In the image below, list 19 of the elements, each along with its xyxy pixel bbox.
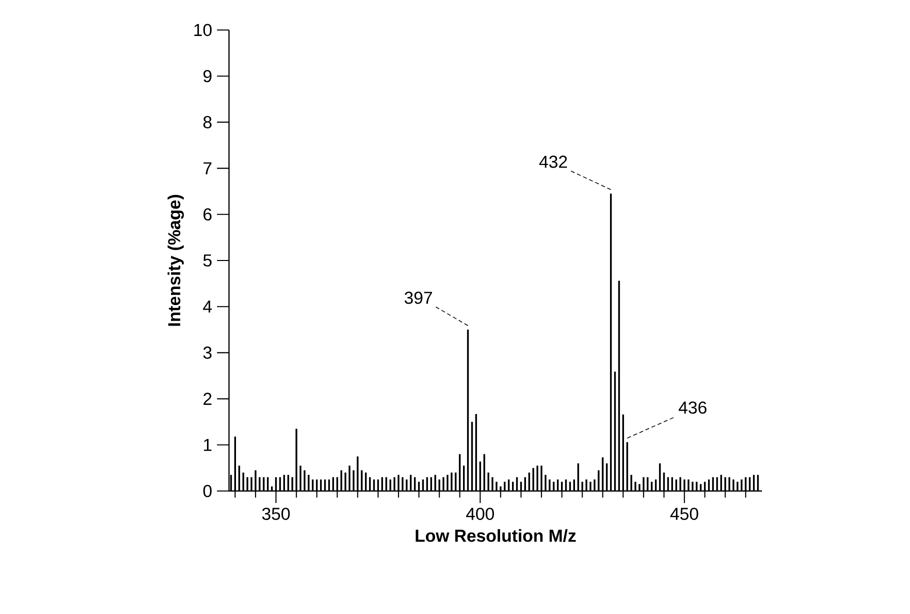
- y-tick-label: 10: [194, 24, 212, 36]
- y-tick-label: 2: [204, 392, 212, 405]
- annotation: 432: [539, 156, 567, 168]
- y-tick-label: 4: [203, 300, 212, 313]
- y-tick-label: 7: [204, 162, 212, 174]
- annotation: 436: [678, 401, 706, 414]
- y-tick-label: 9: [203, 70, 212, 82]
- y-tick-label: 5: [203, 254, 212, 267]
- y-tick-label: 0: [203, 484, 212, 498]
- annotation: 397: [404, 292, 432, 304]
- x-tick-label: 400: [466, 508, 494, 520]
- y-tick-label: 3: [203, 346, 212, 359]
- y-tick-label: 1: [204, 438, 212, 451]
- x-tick-label: 450: [670, 508, 698, 520]
- y-tick-label: 8: [203, 116, 212, 128]
- x-tick-label: 350: [262, 508, 290, 520]
- y-tick-label: 6: [204, 208, 212, 221]
- y-axis-title: Intensity (%age): [168, 194, 184, 326]
- x-axis-title: Low Resolution M/z: [416, 529, 576, 542]
